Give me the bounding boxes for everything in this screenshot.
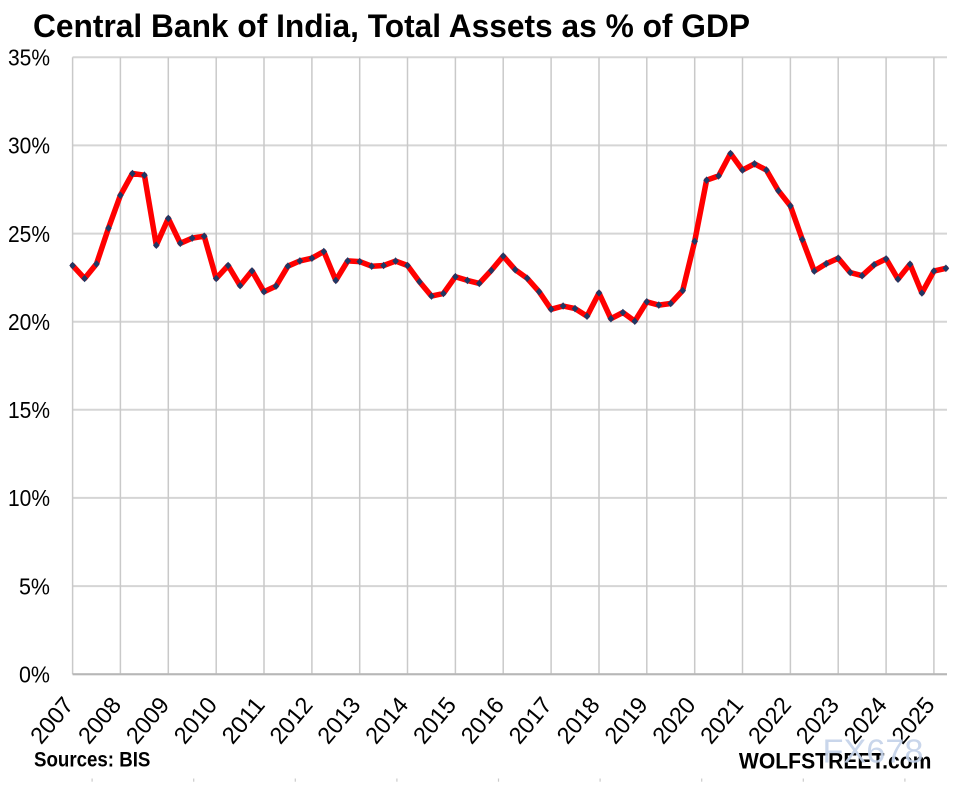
svg-text:35%: 35%	[8, 45, 50, 71]
svg-text:5%: 5%	[19, 573, 50, 599]
svg-text:25%: 25%	[8, 221, 50, 247]
svg-text:FX678: FX678	[823, 733, 924, 770]
svg-text:0%: 0%	[19, 661, 50, 687]
svg-text:10%: 10%	[8, 485, 50, 511]
svg-text:Central Bank of India, Total A: Central Bank of India, Total Assets as %…	[33, 8, 750, 44]
svg-text:30%: 30%	[8, 133, 50, 159]
svg-text:15%: 15%	[8, 397, 50, 423]
svg-text:Sources: BIS: Sources: BIS	[34, 748, 150, 772]
svg-text:WOLFSTREET.com: WOLFSTREET.com	[739, 748, 932, 773]
svg-text:20%: 20%	[8, 309, 50, 335]
